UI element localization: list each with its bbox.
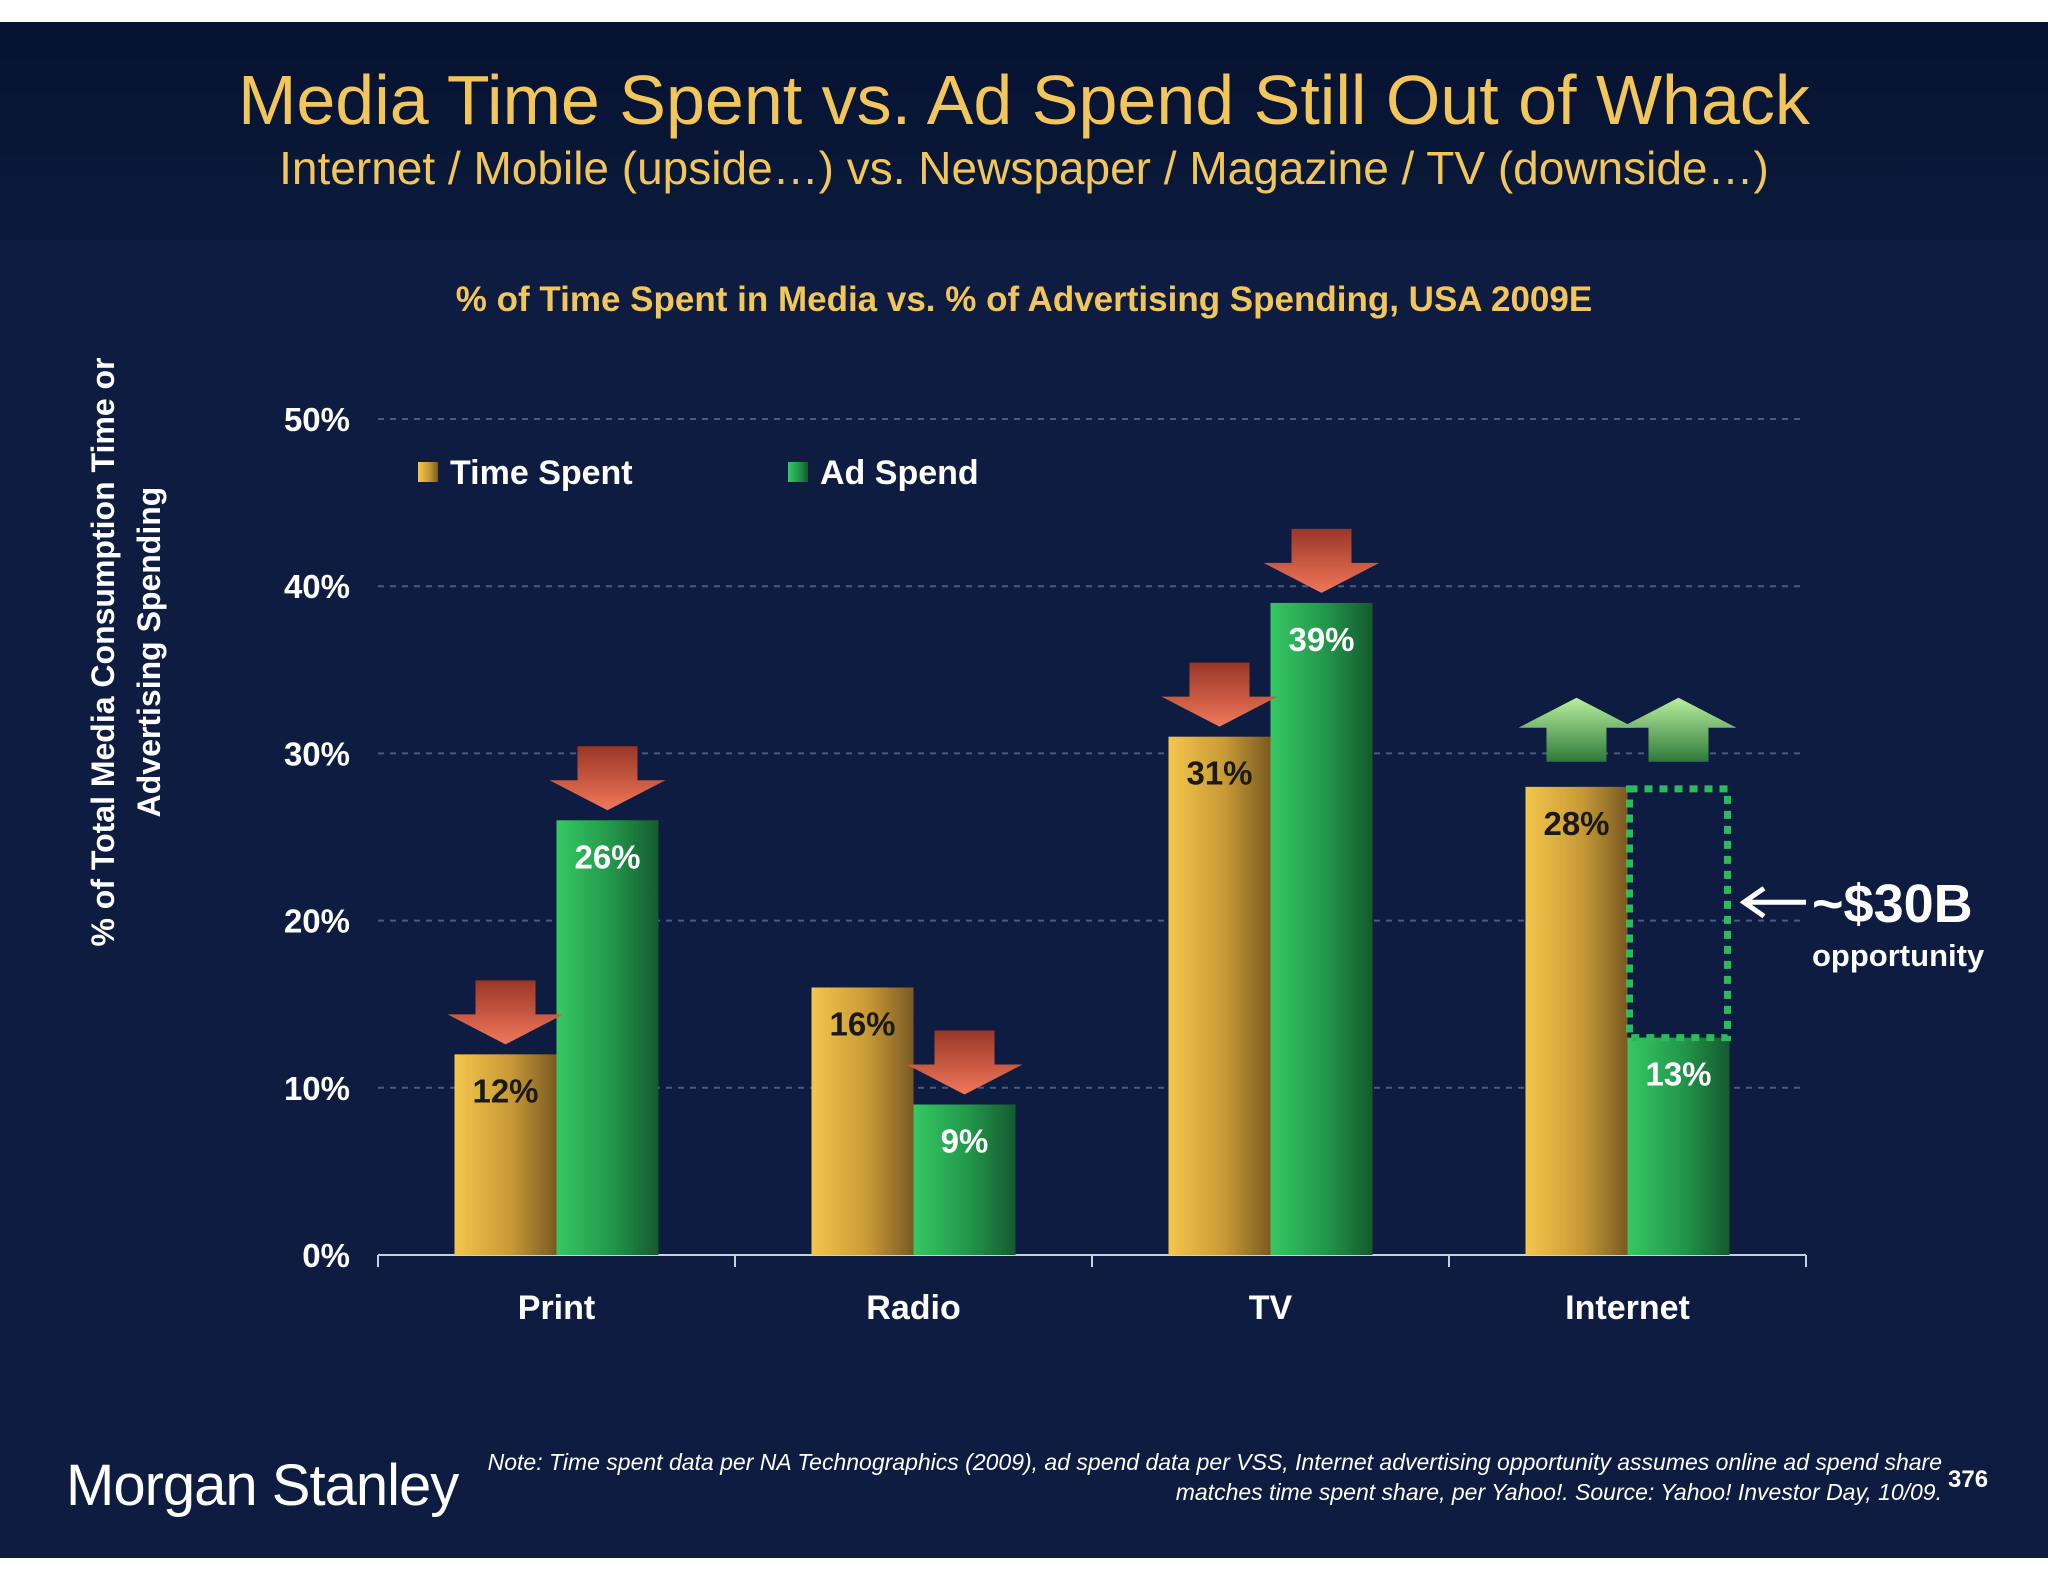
bar-ad-spend bbox=[1627, 1037, 1730, 1255]
x-tick-label: Internet bbox=[1565, 1289, 1690, 1327]
data-label: 31% bbox=[1186, 755, 1252, 792]
bar-ad-spend bbox=[1270, 602, 1373, 1255]
bar-chart: 0% 10% 20% 30% 40% 50% 12% 26% Print 16% 9% Radio 31… bbox=[284, 401, 1985, 1327]
x-tick-label: Radio bbox=[866, 1289, 960, 1327]
y-tick-label: 10% bbox=[284, 1070, 350, 1107]
y-tick-label: 20% bbox=[284, 903, 350, 940]
y-tick-label: 30% bbox=[284, 735, 350, 772]
y-tick-label: 0% bbox=[302, 1237, 350, 1274]
legend-label: Time Spent bbox=[450, 454, 633, 492]
up-arrow-icon bbox=[1620, 697, 1737, 762]
x-tick-label: Print bbox=[518, 1289, 595, 1327]
header-band: Media Time Spent vs. Ad Spend Still Out … bbox=[0, 22, 2048, 240]
pointer-arrowhead-icon bbox=[1739, 886, 1766, 919]
footnote: Note: Time spent data per NA Technograph… bbox=[487, 1449, 1942, 1505]
bar-time-spent bbox=[1525, 786, 1628, 1255]
page-number: 376 bbox=[1948, 1466, 1989, 1493]
down-arrow-icon bbox=[906, 1030, 1023, 1095]
bar-ad-spend bbox=[913, 1104, 1016, 1255]
down-arrow-icon bbox=[447, 980, 564, 1045]
legend-label: Ad Spend bbox=[820, 454, 979, 492]
page-title: Media Time Spent vs. Ad Spend Still Out … bbox=[238, 61, 1810, 139]
bar-time-spent bbox=[454, 1054, 557, 1255]
x-tick-label: TV bbox=[1249, 1289, 1293, 1327]
y-tick-label: 50% bbox=[284, 401, 350, 438]
slide: Media Time Spent vs. Ad Spend Still Out … bbox=[0, 22, 2048, 1558]
bar-time-spent bbox=[1168, 736, 1271, 1255]
data-label: 13% bbox=[1645, 1056, 1711, 1093]
legend-swatch bbox=[788, 462, 808, 482]
data-label: 26% bbox=[574, 838, 640, 875]
legend-swatch bbox=[418, 462, 438, 482]
chart-title: % of Time Spent in Media vs. % of Advert… bbox=[455, 280, 1593, 319]
data-label: 9% bbox=[941, 1123, 989, 1160]
page-subtitle: Internet / Mobile (upside…) vs. Newspape… bbox=[279, 142, 1769, 194]
data-label: 12% bbox=[472, 1072, 538, 1109]
data-label: 39% bbox=[1288, 621, 1354, 658]
opportunity-box bbox=[1626, 785, 1731, 1042]
down-arrow-icon bbox=[549, 746, 666, 811]
down-arrow-icon bbox=[1161, 662, 1278, 727]
up-arrow-icon bbox=[1518, 697, 1635, 762]
opportunity-value: ~$30B bbox=[1812, 874, 1973, 934]
bar-ad-spend bbox=[556, 820, 659, 1255]
data-label: 28% bbox=[1543, 805, 1609, 842]
opportunity-label: opportunity bbox=[1812, 938, 1985, 973]
down-arrow-icon bbox=[1263, 528, 1380, 593]
bar-time-spent bbox=[811, 987, 914, 1255]
company-logo: Morgan Stanley bbox=[66, 1453, 459, 1518]
y-tick-label: 40% bbox=[284, 568, 350, 605]
data-label: 16% bbox=[829, 1005, 895, 1042]
